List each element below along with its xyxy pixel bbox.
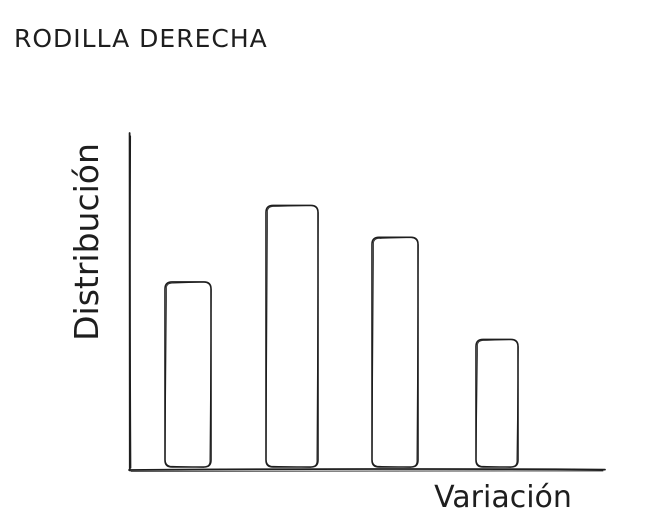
bar-2 [265,204,319,468]
bar-1-sketch [164,281,212,468]
bar-3-sketch [371,237,419,468]
bar-2-sketch [265,205,319,468]
x-axis-label: Variación [434,480,572,515]
bar-4-sketch [475,339,519,468]
bar-3 [371,236,419,468]
bar-2-outline [265,204,319,468]
y-axis-label: Distribución [67,143,106,341]
y-axis-sketch [129,135,132,469]
axes [128,132,606,472]
x-axis [128,468,606,471]
bar-4-outline [475,338,519,468]
bar-1-outline [164,281,212,468]
chart-title: RODILLA DERECHA [14,24,268,53]
x-axis-sketch [130,470,604,472]
bar-3-outline [371,236,419,468]
bars [164,204,519,468]
bar-1 [164,281,212,468]
bar-4 [475,338,519,468]
